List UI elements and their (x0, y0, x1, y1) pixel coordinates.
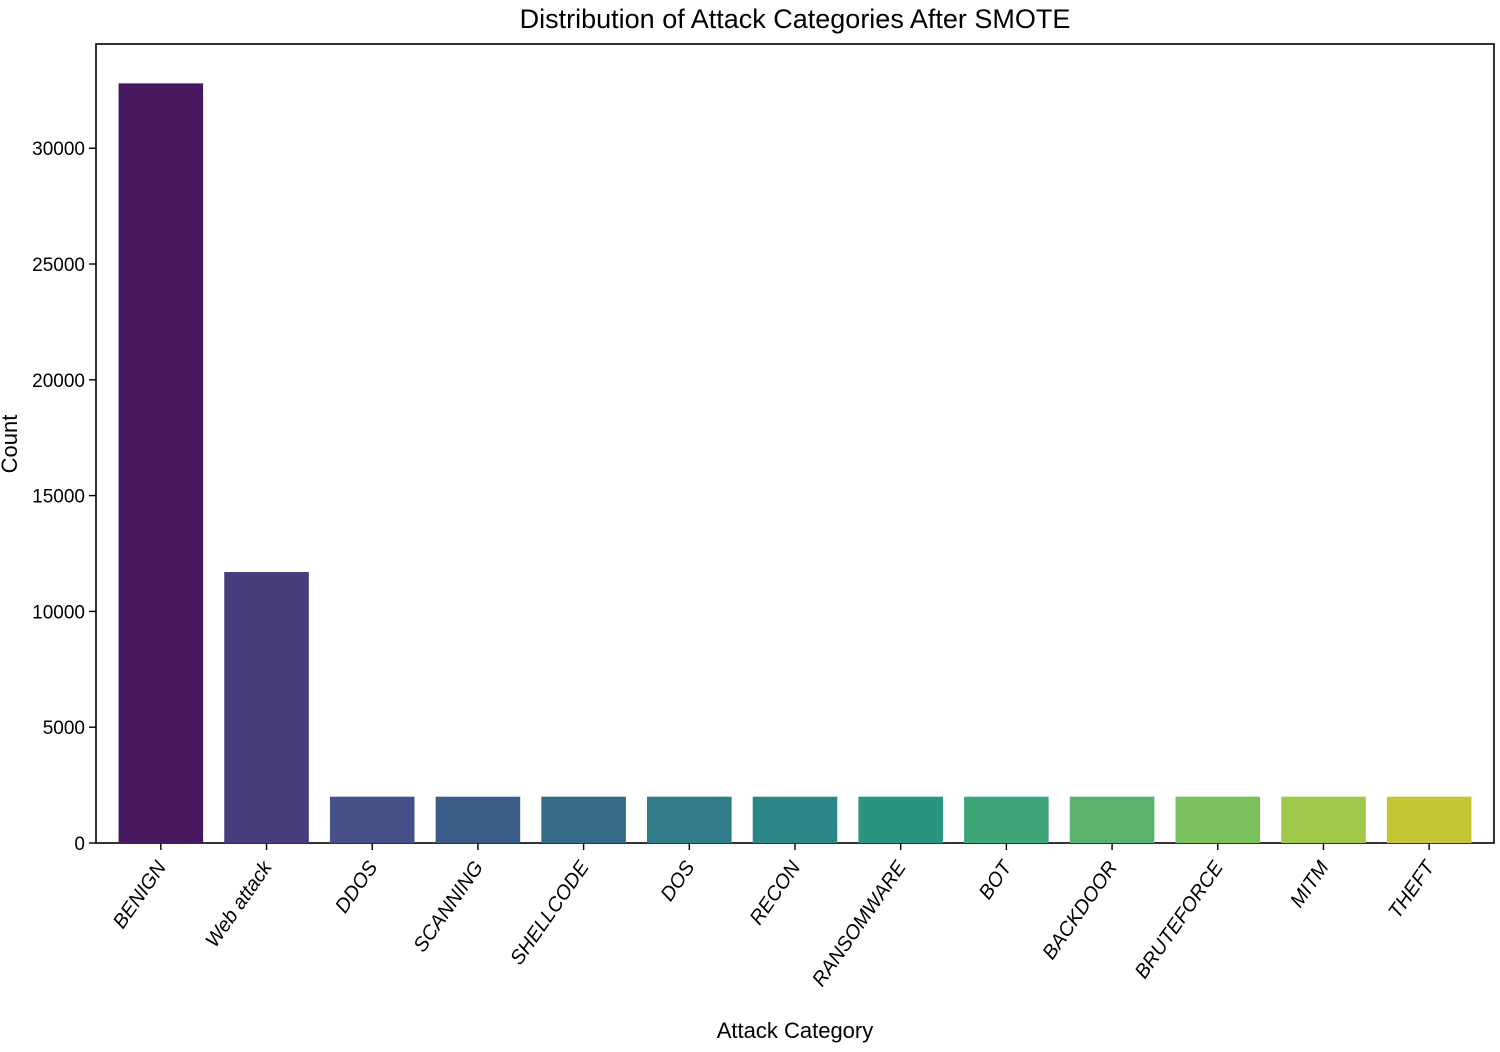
x-axis-label: Attack Category (717, 1018, 874, 1043)
x-tick-label-theft: THEFT (1384, 856, 1440, 923)
bar-mitm (1281, 796, 1366, 843)
x-tick-label-backdoor: BACKDOOR (1038, 857, 1122, 963)
y-tick-label-10000: 10000 (32, 602, 85, 623)
x-tick-label-bot: BOT (975, 856, 1018, 904)
bar-theft (1386, 796, 1472, 843)
x-tick-label-ransomware: RANSOMWARE (808, 857, 911, 991)
y-tick-label-5000: 5000 (43, 718, 85, 739)
y-axis: 0 5000 10000 15000 20000 25000 30000 (32, 139, 96, 855)
bar-ddos (329, 796, 415, 843)
x-tick-label-web-attack: Web attack (201, 856, 277, 951)
x-tick-label-ddos: DDOS (331, 857, 383, 917)
x-tick-label-recon: RECON (746, 857, 806, 929)
bar-web-attack (224, 572, 309, 843)
x-tick-label-mitm: MITM (1286, 857, 1334, 912)
y-axis-label: Count (0, 415, 22, 474)
bar-benign (118, 83, 204, 844)
bar-dos (647, 796, 732, 843)
bars-group (118, 83, 1472, 844)
x-tick-label-shellcode: SHELLCODE (506, 857, 594, 969)
bar-bruteforce (1175, 796, 1261, 843)
y-tick-label-20000: 20000 (32, 371, 85, 392)
y-tick-label-25000: 25000 (32, 255, 85, 276)
chart-title: Distribution of Attack Categories After … (520, 4, 1071, 34)
x-tick-label-dos: DOS (657, 857, 700, 906)
y-tick-label-0: 0 (74, 834, 85, 855)
x-tick-label-bruteforce: BRUTEFORCE (1131, 857, 1228, 983)
bar-recon (752, 796, 838, 843)
bar-shellcode (541, 796, 626, 843)
bar-bot (964, 796, 1049, 843)
y-tick-label-30000: 30000 (32, 139, 85, 160)
x-tick-label-scanning: SCANNING (409, 857, 488, 956)
y-tick-label-15000: 15000 (32, 487, 85, 508)
bar-backdoor (1069, 796, 1155, 843)
x-tick-label-benign: BENIGN (109, 857, 171, 933)
bar-scanning (435, 796, 521, 843)
bar-ransomware (858, 796, 943, 843)
x-axis: BENIGN Web attack DDOS SCANNING SHELLCODE DOS… (109, 843, 1440, 991)
